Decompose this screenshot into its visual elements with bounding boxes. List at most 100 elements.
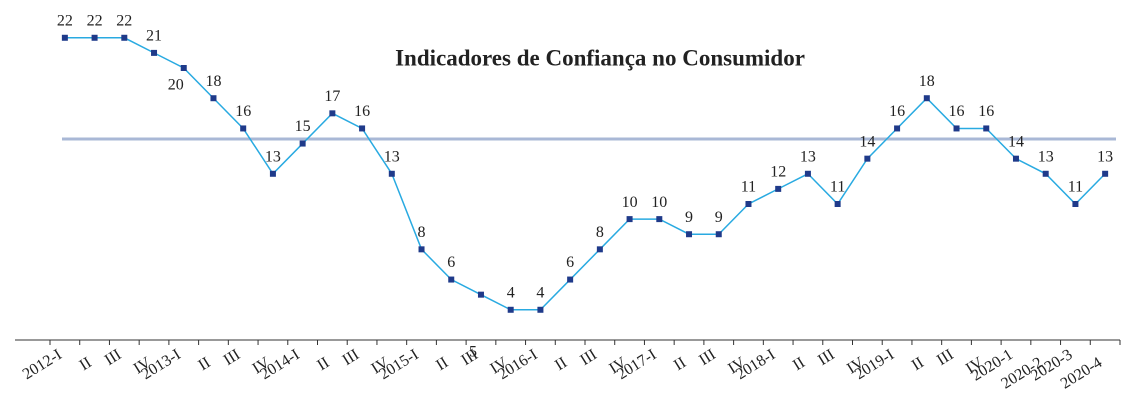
data-label: 4 — [536, 284, 544, 301]
data-label: 13 — [384, 148, 400, 165]
x-tick-label: 2013-I — [139, 346, 184, 383]
data-label: 18 — [919, 73, 935, 90]
x-tick-label: IV — [725, 354, 749, 378]
series-line — [64, 37, 1106, 311]
data-label: 13 — [1038, 148, 1054, 165]
x-tick-label: 2019-I — [852, 346, 897, 383]
data-label: 17 — [324, 88, 340, 105]
marker — [1102, 170, 1109, 177]
data-label: 16 — [235, 103, 251, 120]
x-tick-label: III — [696, 346, 719, 369]
data-label: 16 — [354, 103, 370, 120]
data-label: 13 — [1097, 148, 1113, 165]
data-label: 6 — [447, 254, 455, 271]
marker — [448, 276, 455, 283]
marker — [1042, 170, 1049, 177]
marker — [121, 34, 128, 41]
marker — [299, 140, 306, 147]
data-label: 8 — [596, 224, 604, 241]
data-label: 9 — [715, 209, 723, 226]
marker — [864, 155, 871, 162]
data-label: 4 — [507, 284, 515, 301]
data-label: 14 — [859, 133, 875, 150]
data-label: 20 — [168, 77, 184, 94]
data-label: 11 — [830, 179, 845, 196]
x-tick-label: IV — [844, 354, 868, 378]
marker — [477, 291, 484, 298]
x-tick-label: III — [340, 346, 363, 369]
marker — [834, 201, 841, 207]
data-label: 10 — [651, 194, 667, 211]
x-tick-label: IV — [487, 354, 511, 378]
data-label: 5 — [469, 344, 477, 361]
marker — [894, 125, 901, 132]
x-tick-label: II — [909, 354, 927, 374]
marker — [418, 246, 425, 253]
marker — [1072, 201, 1079, 207]
marker — [715, 231, 722, 238]
x-tick-label: IV — [250, 354, 274, 378]
marker — [240, 125, 247, 132]
marker — [1012, 155, 1019, 162]
x-tick-label: IV — [963, 354, 987, 378]
data-label: 22 — [87, 12, 103, 29]
marker — [804, 170, 811, 177]
marker — [269, 170, 276, 177]
marker — [329, 110, 336, 117]
marker — [626, 216, 633, 223]
data-label: 18 — [205, 73, 221, 90]
data-label: 16 — [978, 103, 994, 120]
data-label: 12 — [770, 164, 786, 181]
data-label: 22 — [116, 12, 132, 29]
x-tick-label: II — [671, 354, 689, 374]
data-label: 16 — [889, 103, 905, 120]
data-label: 13 — [265, 148, 281, 165]
x-tick-label: III — [221, 346, 244, 369]
x-tick-label: II — [433, 354, 451, 374]
x-tick-label: II — [314, 354, 332, 374]
x-tick-label: 2012-I — [20, 346, 65, 383]
x-tick-label: IV — [131, 354, 155, 378]
marker — [151, 49, 158, 56]
data-label: 11 — [1068, 179, 1083, 196]
marker — [567, 276, 574, 283]
data-label: 10 — [622, 194, 638, 211]
x-tick-label: III — [102, 346, 125, 369]
marker — [210, 95, 217, 102]
data-label: 16 — [949, 103, 965, 120]
x-tick-label: III — [458, 346, 481, 369]
marker — [953, 125, 960, 132]
marker — [745, 201, 752, 207]
x-tick-label: III — [934, 346, 957, 369]
marker — [596, 246, 603, 253]
marker — [686, 231, 693, 238]
x-tick-label: III — [815, 346, 838, 369]
x-tick-label: II — [790, 354, 808, 374]
data-label: 6 — [566, 254, 574, 271]
marker — [61, 34, 68, 41]
x-tick-label: II — [77, 354, 95, 374]
x-tick-label: 2017-I — [614, 346, 659, 383]
x-tick-label: 2018-I — [733, 346, 778, 383]
marker — [359, 125, 366, 132]
data-label: 11 — [741, 179, 756, 196]
x-tick-label: 2015-I — [376, 346, 421, 383]
marker — [775, 185, 782, 192]
marker — [983, 125, 990, 132]
data-label: 8 — [418, 224, 426, 241]
x-tick-label: IV — [606, 354, 630, 378]
data-label: 14 — [1008, 133, 1024, 150]
data-label: 13 — [800, 148, 816, 165]
x-tick-label: 2014-I — [258, 346, 303, 383]
marker — [388, 170, 395, 177]
x-tick-label: 2016-I — [495, 346, 540, 383]
marker — [537, 306, 544, 313]
data-label: 9 — [685, 209, 693, 226]
data-label: 21 — [146, 28, 162, 45]
chart-title: Indicadores de Confiança no Consumidor — [395, 45, 805, 70]
x-tick-label: III — [577, 346, 600, 369]
x-tick-label: II — [552, 354, 570, 374]
x-tick-label: II — [195, 354, 213, 374]
marker — [923, 95, 930, 102]
